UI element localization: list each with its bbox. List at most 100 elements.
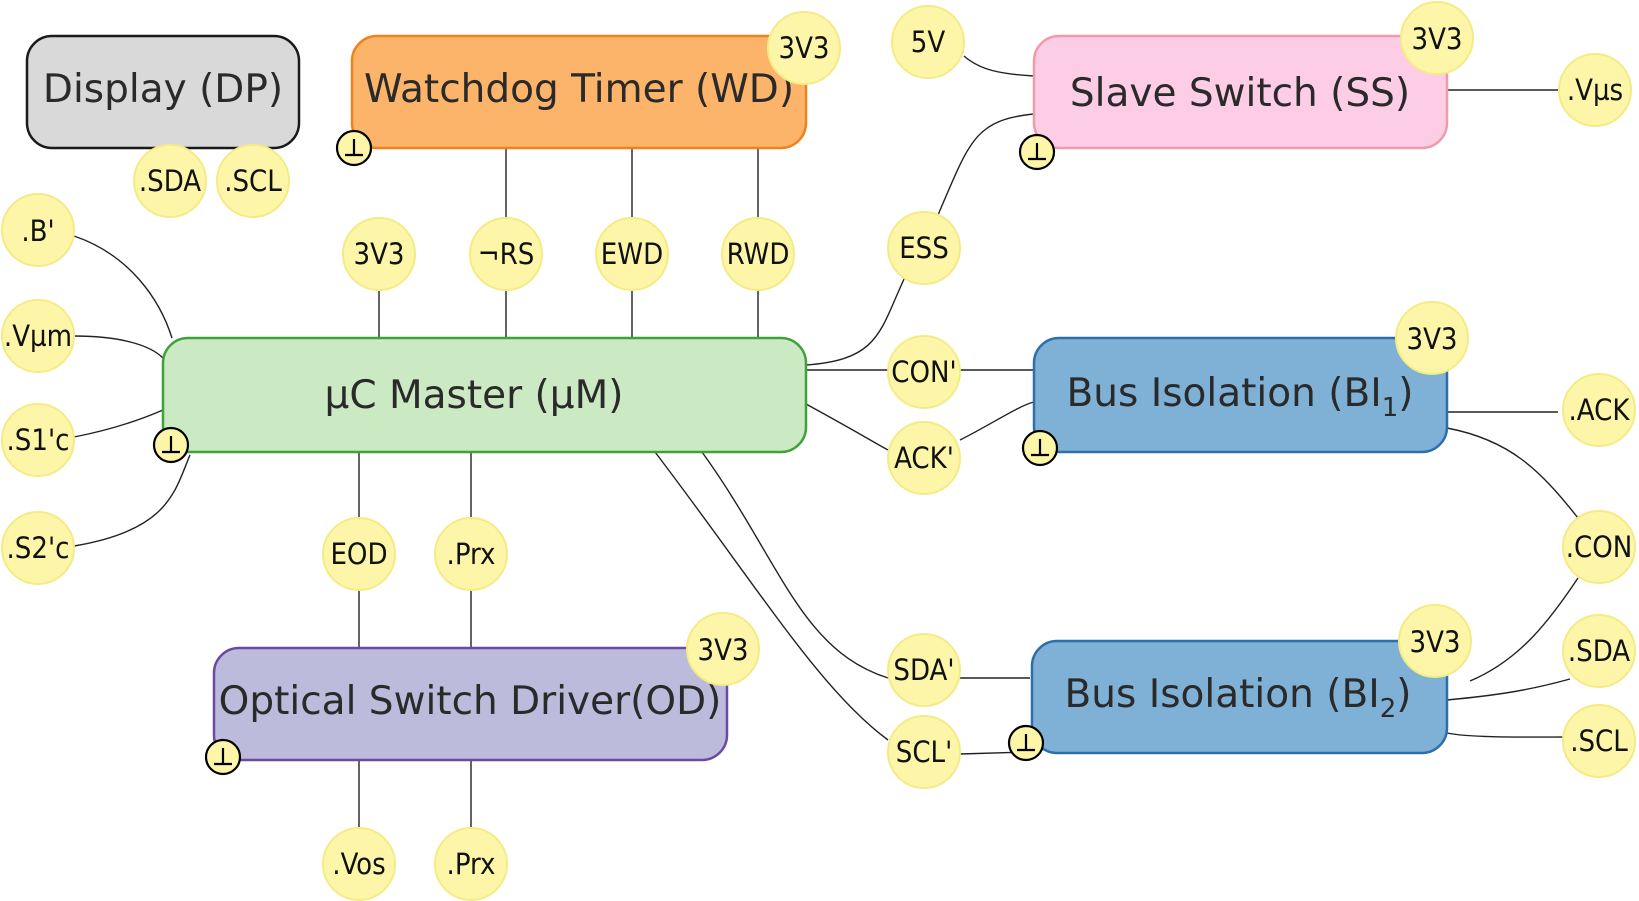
- ground-symbols: [152, 129, 1059, 776]
- ground-icon: [204, 738, 242, 776]
- ground-icon: [152, 426, 190, 464]
- pin-od-3v3: 3V3: [686, 612, 760, 686]
- svg-text:SDA': SDA': [893, 653, 954, 687]
- uc-master-label: µC Master (µM): [325, 373, 624, 418]
- svg-text:3V3: 3V3: [778, 31, 829, 65]
- ground-icon: [1018, 133, 1056, 171]
- pin-scl: .SCL: [1562, 704, 1636, 778]
- pin-s2c: .S2'c: [1, 511, 75, 585]
- pin-eod: EOD: [322, 517, 396, 591]
- wire-um-sclprime: [654, 451, 889, 741]
- pin-prx-bottom: .Prx: [434, 827, 508, 901]
- pin-ss-vus: .Vµs: [1558, 53, 1632, 127]
- svg-text:.S2'c: .S2'c: [7, 531, 70, 565]
- pin-con-prime: CON': [887, 335, 961, 409]
- wires: [73, 55, 1579, 836]
- pin-bi1-3v3: 3V3: [1395, 301, 1469, 375]
- svg-text:EWD: EWD: [601, 237, 663, 271]
- pin-ss-5v: 5V: [891, 5, 965, 79]
- watchdog-block: Watchdog Timer (WD): [350, 34, 808, 150]
- svg-text:.Prx: .Prx: [447, 847, 496, 881]
- svg-text:3V3: 3V3: [1409, 625, 1460, 659]
- bus-isolation-2-sub: 2: [1380, 694, 1397, 724]
- svg-text:5V: 5V: [911, 25, 946, 59]
- wire-5v-ss: [963, 55, 1035, 77]
- svg-text:.SCL: .SCL: [1570, 724, 1628, 758]
- pin-ss-3v3: 3V3: [1400, 1, 1474, 75]
- slave-switch-label: Slave Switch (SS): [1070, 71, 1410, 116]
- display-label: Display (DP): [43, 67, 283, 112]
- pin-sda-prime: SDA': [887, 633, 961, 707]
- pin-con: .CON: [1562, 510, 1636, 584]
- wire-ess-ss: [937, 113, 1035, 216]
- svg-text:.ACK: .ACK: [1569, 393, 1631, 427]
- svg-text:3V3: 3V3: [353, 237, 404, 271]
- wire-vum: [73, 335, 164, 359]
- svg-text:.SCL: .SCL: [224, 164, 282, 198]
- ground-icon: [1021, 429, 1059, 467]
- slave-switch-box: [1032, 34, 1449, 150]
- ground-icon: [1007, 724, 1045, 762]
- pin-not-rs: ¬RS: [469, 217, 543, 291]
- pin-dp-sda: .SDA: [133, 144, 207, 218]
- pin-rwd: RWD: [721, 217, 795, 291]
- svg-text:RWD: RWD: [727, 237, 790, 271]
- wire-s2c: [73, 454, 191, 547]
- bus-isolation-1-box: [1032, 336, 1449, 454]
- svg-text:.CON: .CON: [1566, 530, 1633, 564]
- wire-ackprime-bi1: [959, 401, 1035, 441]
- svg-text:CON': CON': [891, 355, 956, 389]
- pin-s1c: .S1'c: [1, 403, 75, 477]
- bus-isolation-1-suffix: ): [1398, 371, 1413, 416]
- svg-text:.S1'c: .S1'c: [7, 423, 70, 457]
- pin-ack-prime: ACK': [887, 421, 961, 495]
- uc-master-block: µC Master (µM): [161, 336, 808, 454]
- watchdog-box: [350, 34, 808, 150]
- pin-sda: .SDA: [1562, 614, 1636, 688]
- svg-text:EOD: EOD: [330, 537, 387, 571]
- pin-ack: .ACK: [1562, 373, 1636, 447]
- slave-switch-block: Slave Switch (SS): [1032, 34, 1449, 150]
- wire-um-ess: [805, 276, 906, 366]
- wire-bi2-scl: [1446, 732, 1571, 738]
- svg-text:.Vµm: .Vµm: [4, 319, 72, 353]
- optical-driver-block: Optical Switch Driver(OD): [212, 646, 729, 762]
- wire-bi1-con: [1446, 427, 1579, 519]
- pin-prx-top: .Prx: [434, 517, 508, 591]
- pin-dp-scl: .SCL: [216, 144, 290, 218]
- svg-text:3V3: 3V3: [1406, 322, 1457, 356]
- bus-isolation-2-block: Bus Isolation (BI2): [1030, 639, 1449, 755]
- svg-text:3V3: 3V3: [1411, 22, 1462, 56]
- svg-text:¬RS: ¬RS: [478, 237, 535, 271]
- bus-isolation-2-suffix: ): [1396, 672, 1411, 717]
- pin-vos: .Vos: [322, 827, 396, 901]
- wire-um-sdaprime: [701, 451, 889, 679]
- bus-isolation-1-main: Bus Isolation (BI: [1067, 371, 1382, 416]
- bus-isolation-2-main: Bus Isolation (BI: [1065, 672, 1380, 717]
- optical-driver-label: Optical Switch Driver(OD): [219, 679, 722, 724]
- svg-text:.B': .B': [21, 214, 54, 248]
- svg-text:.Prx: .Prx: [447, 537, 496, 571]
- ground-icon: [335, 129, 373, 167]
- bus-isolation-1-label: Bus Isolation (BI1): [1067, 371, 1414, 423]
- wire-s1c: [73, 409, 164, 438]
- pin-scl-prime: SCL': [887, 715, 961, 789]
- wire-con-bi2: [1469, 577, 1579, 682]
- pin-um-3v3: 3V3: [342, 217, 416, 291]
- pin-wd-3v3: 3V3: [767, 11, 841, 85]
- svg-text:.SDA: .SDA: [1568, 634, 1630, 668]
- pin-bi2-3v3: 3V3: [1398, 604, 1472, 678]
- optical-driver-box: [212, 646, 729, 762]
- svg-text:.SDA: .SDA: [139, 164, 201, 198]
- display-block: Display (DP): [25, 34, 301, 150]
- pin-ess: ESS: [887, 211, 961, 285]
- wire-bi2-sda: [1446, 678, 1571, 701]
- pin-ewd: EWD: [595, 217, 669, 291]
- svg-text:ESS: ESS: [899, 231, 949, 265]
- svg-text:.Vµs: .Vµs: [1567, 73, 1623, 107]
- svg-text:ACK': ACK': [894, 441, 954, 475]
- uc-master-box: [161, 336, 808, 454]
- bus-isolation-1-sub: 1: [1382, 393, 1399, 423]
